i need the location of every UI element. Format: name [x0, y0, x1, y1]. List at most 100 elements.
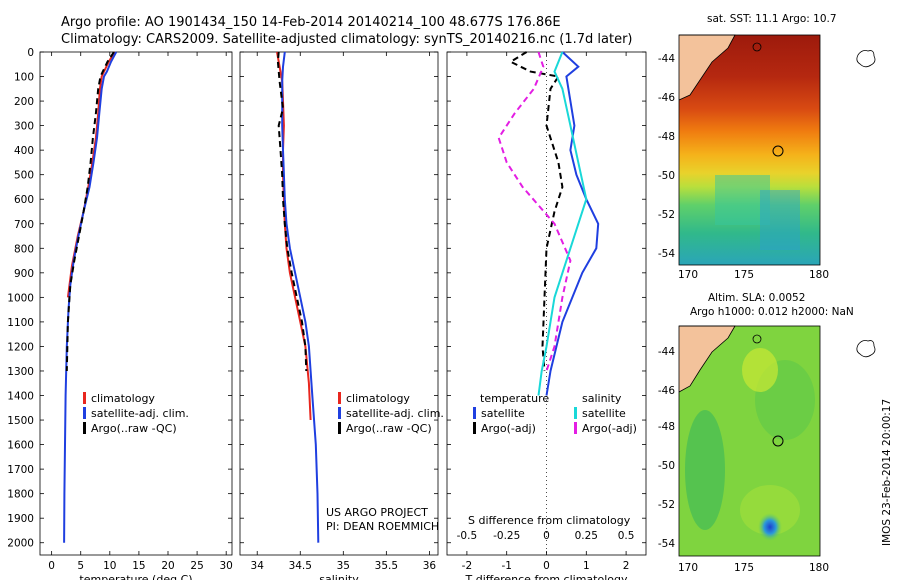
svg-text:-54: -54: [658, 248, 675, 260]
svg-text:-44: -44: [658, 346, 675, 358]
legend-label: satellite: [582, 407, 626, 420]
x-tick-label: 0: [543, 560, 550, 572]
legend-swatch-argo: [83, 422, 86, 434]
map2-title1: Altim. SLA: 0.0052: [708, 292, 805, 304]
top-x-tick-label: 0: [543, 530, 550, 542]
x-tick-label: -1: [501, 560, 511, 572]
svg-text:-48: -48: [658, 421, 675, 433]
y-tick-label: 100: [14, 72, 34, 84]
x-tick-label: 34.5: [289, 560, 312, 572]
x-tick-label: 25: [190, 560, 203, 572]
map1-title: sat. SST: 11.1 Argo: 10.7: [707, 13, 837, 25]
x-tick-label: 15: [132, 560, 145, 572]
y-tick-label: 1300: [7, 366, 34, 378]
top-x-tick-label: 0.25: [575, 530, 598, 542]
y-tick-label: 400: [14, 145, 34, 157]
svg-text:170: 170: [678, 562, 698, 574]
svg-text:180: 180: [809, 269, 829, 281]
svg-text:-50: -50: [658, 460, 675, 472]
x-axis-label: salinity: [319, 573, 359, 580]
series-line-salinity-argo-adj: [497, 51, 572, 372]
y-tick-label: 900: [14, 268, 34, 280]
credit-pi: PI: DEAN ROEMMICH: [326, 520, 439, 533]
temperature-profile-chart: 0100200300400500600700800900100011001200…: [7, 47, 233, 580]
plot-frame: [239, 51, 439, 556]
island-outline: [752, 42, 762, 52]
map1-frame: [678, 34, 821, 266]
header-line1: Argo profile: AO 1901434_150 14-Feb-2014…: [61, 15, 561, 30]
y-tick-label: 300: [14, 121, 34, 133]
chatham-island-outline: [856, 50, 876, 68]
svg-text:-52: -52: [658, 499, 675, 511]
series-line-argo-raw-qc: [276, 51, 308, 372]
y-tick-label: 0: [27, 47, 34, 59]
x-tick-label: 20: [161, 560, 174, 572]
legend-title-salinity: salinity: [582, 392, 622, 405]
series-line-argo-raw-qc: [65, 51, 115, 372]
temperature-legend: climatology satellite-adj. clim. Argo(..…: [83, 392, 189, 435]
y-tick-label: 1200: [7, 341, 34, 353]
legend-swatch-sal-satellite: [574, 407, 577, 419]
map1-lat-ticks: -44 -46 -48 -50 -52 -54: [658, 53, 675, 260]
float-location-marker: [772, 145, 784, 157]
y-tick-label: 1500: [7, 415, 34, 427]
legend-label: climatology: [346, 392, 410, 405]
sst-cool-patch: [715, 175, 770, 225]
legend-swatch-satellite: [338, 407, 341, 419]
y-tick-label: 1900: [7, 513, 34, 525]
y-tick-label: 600: [14, 194, 34, 206]
x-tick-label: 5: [77, 560, 84, 572]
sst-cool-patch: [760, 190, 800, 250]
svg-text:180: 180: [809, 562, 829, 574]
credit-project: US ARGO PROJECT: [326, 506, 428, 519]
sla-eddy: [758, 513, 782, 541]
svg-text:-46: -46: [658, 385, 675, 397]
sla-map: -44 -46 -48 -50 -52 -54 170 175 180: [658, 325, 876, 574]
top-x-tick-label: -0.5: [457, 530, 478, 542]
x-tick-label: -2: [462, 560, 472, 572]
svg-text:-52: -52: [658, 209, 675, 221]
legend-label: Argo(..raw -QC): [91, 422, 177, 435]
y-tick-label: 700: [14, 219, 34, 231]
series-line-temperature-argo-adj: [508, 51, 564, 372]
x-tick-label: 2: [623, 560, 630, 572]
plot-frame: [39, 51, 233, 556]
top-axis-label: S difference from climatology: [468, 514, 631, 527]
y-tick-label: 200: [14, 96, 34, 108]
float-location-marker: [772, 435, 784, 447]
difference-profile-chart: -2 -1 0 1 2 -0.5 -0.25 0 0.25 0.5 T difference fro…: [446, 51, 647, 580]
x-axis-label: temperature (deg C): [79, 573, 192, 580]
legend-swatch-sal-argo: [574, 422, 577, 434]
series-line-salinity-satellite: [537, 51, 588, 396]
x-tick-label: 0: [48, 560, 55, 572]
legend-swatch-temp-argo: [473, 422, 476, 434]
x-tick-label: 1: [583, 560, 590, 572]
y-tick-label: 1400: [7, 391, 34, 403]
header-line2: Climatology: CARS2009. Satellite-adjuste…: [61, 32, 633, 47]
legend-label: Argo(..raw -QC): [346, 422, 432, 435]
footer-stamp: IMOS 23-Feb-2014 20:00:17: [881, 399, 893, 546]
legend-label: Argo(-adj): [582, 422, 637, 435]
svg-text:-50: -50: [658, 170, 675, 182]
x-tick-label: 36: [423, 560, 437, 572]
sla-high-patch: [742, 348, 778, 392]
y-tick-label: 500: [14, 170, 34, 182]
top-x-tick-label: -0.25: [493, 530, 520, 542]
svg-text:-46: -46: [658, 92, 675, 104]
legend-label: satellite: [481, 407, 525, 420]
map1-lon-ticks: 170 175 180: [678, 269, 829, 281]
legend-swatch-climatology: [338, 392, 341, 404]
legend-label: satellite-adj. clim.: [91, 407, 189, 420]
y-tick-label: 1600: [7, 440, 34, 452]
legend-swatch-satellite: [83, 407, 86, 419]
y-tick-label: 800: [14, 243, 34, 255]
svg-text:175: 175: [734, 269, 754, 281]
map2-lon-ticks: 170 175 180: [678, 562, 829, 574]
svg-text:-44: -44: [658, 53, 675, 65]
sla-high-patch: [740, 485, 800, 535]
legend-label: Argo(-adj): [481, 422, 536, 435]
top-x-tick-label: 0.5: [618, 530, 635, 542]
legend-swatch-temp-satellite: [473, 407, 476, 419]
y-tick-label: 1000: [7, 292, 34, 304]
